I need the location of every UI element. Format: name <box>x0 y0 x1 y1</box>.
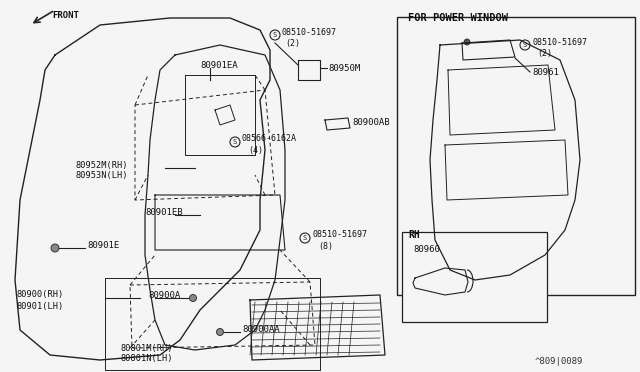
Text: 80952M(RH): 80952M(RH) <box>75 160 127 170</box>
Text: (8): (8) <box>318 243 333 251</box>
Text: 80950M: 80950M <box>328 64 360 73</box>
Text: FRONT: FRONT <box>52 10 79 19</box>
FancyBboxPatch shape <box>397 17 635 295</box>
Text: 80900A: 80900A <box>148 291 180 299</box>
Text: S: S <box>273 32 277 38</box>
Text: 80801N(LH): 80801N(LH) <box>120 353 173 362</box>
Text: 80900(RH): 80900(RH) <box>16 291 63 299</box>
FancyBboxPatch shape <box>402 232 547 322</box>
Text: 80801M(RH): 80801M(RH) <box>120 343 173 353</box>
Text: 80901EA: 80901EA <box>200 61 237 70</box>
Text: 80961: 80961 <box>532 67 559 77</box>
Text: ^809|0089: ^809|0089 <box>535 357 584 366</box>
Text: 80900AA: 80900AA <box>242 326 280 334</box>
Circle shape <box>464 39 470 45</box>
Text: 80960: 80960 <box>413 246 440 254</box>
Text: RH: RH <box>408 230 420 240</box>
Circle shape <box>216 328 223 336</box>
Text: (2): (2) <box>537 48 552 58</box>
Text: 80901E: 80901E <box>87 241 119 250</box>
Circle shape <box>51 244 59 252</box>
Text: FOR POWER WINDOW: FOR POWER WINDOW <box>408 13 508 23</box>
Text: 08566-6162A: 08566-6162A <box>242 134 297 142</box>
Text: 08510-51697: 08510-51697 <box>313 230 368 238</box>
Text: 80901EB: 80901EB <box>145 208 182 217</box>
Text: 80953N(LH): 80953N(LH) <box>75 170 127 180</box>
Text: S: S <box>233 139 237 145</box>
Text: 08510-51697: 08510-51697 <box>533 38 588 46</box>
Text: 80900AB: 80900AB <box>352 118 390 126</box>
Text: S: S <box>303 235 307 241</box>
Text: 80901(LH): 80901(LH) <box>16 302 63 311</box>
Text: S: S <box>523 42 527 48</box>
Text: (2): (2) <box>285 38 300 48</box>
Text: (4): (4) <box>248 145 263 154</box>
Circle shape <box>189 295 196 301</box>
Text: 08510-51697: 08510-51697 <box>282 28 337 36</box>
